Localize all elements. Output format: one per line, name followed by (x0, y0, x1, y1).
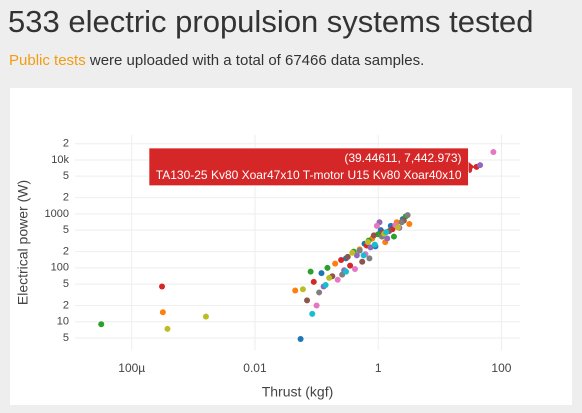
tooltip: (39.44611, 7,442.973) TA130-25 Kv80 Xoar4… (148, 147, 475, 187)
y-tick-label: 10k (51, 154, 69, 166)
data-point (299, 286, 306, 293)
data-point (164, 325, 171, 332)
chart: 5 10 2 5 100 2 5 1000 2 5 10k 2 100µ 0.01 1 100 Thrust (… (15, 135, 520, 400)
data-point (383, 229, 390, 236)
data-point (313, 302, 320, 309)
tooltip-value: (39.44611, 7,442.973) (344, 151, 461, 165)
x-tick-label: 100µ (118, 361, 145, 375)
data-point (366, 255, 373, 262)
data-point (332, 260, 339, 267)
y-tick-label: 2 (63, 192, 69, 204)
data-point (398, 219, 405, 226)
data-point (338, 256, 345, 263)
data-point (322, 282, 329, 289)
data-point (356, 247, 363, 254)
y-tick-label: 5 (63, 224, 69, 236)
data-point (353, 252, 360, 259)
data-point (297, 335, 304, 342)
data-point (342, 268, 349, 275)
y-tick-label: 5 (63, 332, 69, 344)
data-point (159, 283, 166, 290)
y-tick-label: 10 (57, 316, 69, 328)
data-point (344, 253, 351, 260)
data-point (316, 289, 323, 296)
data-point (373, 222, 380, 229)
x-tick-label: 100 (491, 361, 511, 375)
data-point (324, 264, 331, 271)
x-tick-label: 0.01 (243, 361, 267, 375)
data-point (370, 232, 377, 239)
public-tests-link[interactable]: Public tests (9, 52, 86, 69)
data-point (309, 310, 316, 317)
data-point (477, 162, 484, 169)
y-tick-label: 100 (51, 262, 69, 274)
subtitle-text: were uploaded with a total of 67466 data… (89, 52, 425, 69)
data-point (326, 274, 333, 281)
data-point (318, 270, 325, 277)
y-tick-label: 5 (63, 278, 69, 290)
y-tick-label: 2 (63, 246, 69, 258)
data-point (334, 276, 341, 283)
y-tick-label: 2 (63, 299, 69, 311)
data-point (406, 220, 413, 227)
x-tick-label: 1 (375, 361, 382, 375)
x-axis-title: Thrust (kgf) (262, 384, 334, 400)
subtitle: Public tests were uploaded with a total … (9, 52, 424, 69)
data-point (371, 241, 378, 248)
data-point (384, 235, 391, 242)
data-point (292, 287, 299, 294)
data-point (360, 252, 367, 259)
data-point (347, 262, 354, 269)
data-point (351, 266, 358, 273)
y-tick-label: 2 (63, 138, 69, 150)
tooltip-name: TA130-25 Kv80 Xoar47x10 T-motor U15 Kv80… (156, 168, 462, 182)
page-title: 533 electric propulsion systems tested (8, 4, 534, 39)
data-point (159, 309, 166, 316)
data-point (202, 313, 209, 320)
chart-panel: 5 10 2 5 100 2 5 1000 2 5 10k 2 100µ 0.01 1 100 Thrust (… (10, 88, 572, 405)
data-point (404, 212, 411, 219)
tooltip-box (148, 147, 470, 187)
data-point (364, 239, 371, 246)
data-point (98, 321, 105, 328)
data-point (359, 258, 366, 265)
data-point (390, 233, 397, 240)
data-point (310, 278, 317, 285)
data-point (304, 297, 311, 304)
data-point (367, 244, 374, 251)
data-point (395, 224, 402, 231)
data-point (349, 249, 356, 256)
data-point (307, 268, 314, 275)
y-tick-label: 1000 (45, 208, 69, 220)
data-point (490, 149, 497, 156)
tooltip-arrow (468, 161, 475, 172)
y-tick-label: 5 (63, 170, 69, 182)
y-axis-title: Electrical power (W) (15, 180, 31, 305)
